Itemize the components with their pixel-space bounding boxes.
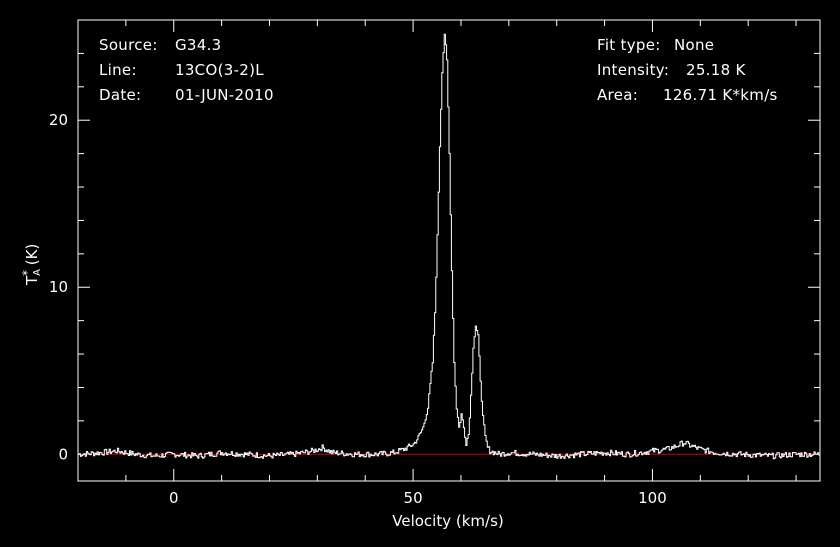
- source-value: G34.3: [175, 36, 222, 54]
- source-label: Source:: [99, 36, 158, 54]
- x-tick-label: 100: [638, 489, 667, 507]
- date-label: Date:: [99, 86, 142, 104]
- y-tick-label: 10: [49, 278, 68, 296]
- fit-type-value: None: [674, 36, 715, 54]
- line-value: 13CO(3-2)L: [175, 61, 264, 79]
- date-value: 01-JUN-2010: [175, 86, 274, 104]
- line-label: Line:: [99, 61, 137, 79]
- intensity-value: 25.18 K: [686, 61, 746, 79]
- y-axis-label: TA* (K): [20, 243, 43, 285]
- x-tick-label: 0: [169, 489, 179, 507]
- plot-frame: [77, 19, 821, 482]
- spectrum-line: [78, 33, 821, 460]
- area-value: 126.71 K*km/s: [663, 86, 778, 104]
- x-axis-label: Velocity (km/s): [392, 512, 503, 530]
- fit-type-label: Fit type:: [597, 36, 661, 54]
- y-tick-label: 0: [58, 445, 68, 463]
- intensity-label: Intensity:: [597, 61, 670, 79]
- x-tick-label: 50: [404, 489, 423, 507]
- axis-ticks: [77, 19, 820, 481]
- area-label: Area:: [597, 86, 639, 104]
- y-tick-label: 20: [49, 111, 68, 129]
- tick-labels: 0 50 100 0 10 20: [49, 111, 667, 507]
